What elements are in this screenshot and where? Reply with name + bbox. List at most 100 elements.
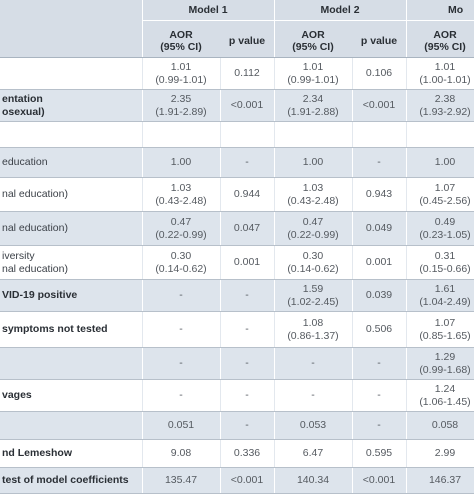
model-1-aor-cell: 1.03 (0.43-2.48) [142, 178, 220, 211]
table-row: 1.01 (0.99-1.01) 0.112 1.01 (0.99-1.01) 0.106… [0, 58, 474, 90]
m1-ci-label: (95% CI) [160, 41, 202, 53]
ci-value: (0.23-1.05) [419, 228, 471, 241]
ci-value: (0.43-2.48) [287, 194, 339, 207]
model-1-p-cell: 0.047 [220, 212, 274, 245]
aor-value: 2.38 [434, 92, 456, 105]
model-3-aor-cell: 0.31 (0.15-0.66) [406, 246, 474, 279]
model-3-aor-cell: 1.24 (1.06-1.45) [406, 380, 474, 411]
model-1-p-cell: - [220, 148, 274, 177]
aor-value: 1.59 [302, 282, 324, 295]
model-2-aor-cell: 1.01 (0.99-1.01) [274, 58, 352, 89]
model-2-p-cell: <0.001 [352, 90, 406, 121]
ci-value: (0.22-0.99) [155, 228, 207, 241]
row-label: entation osexual) [0, 90, 142, 121]
p-value: - [245, 389, 249, 401]
m2-p-header: p value [352, 26, 406, 56]
p-value: 0.506 [365, 323, 393, 335]
p-value: - [245, 323, 249, 335]
model-1-aor-cell: 1.01 (0.99-1.01) [142, 58, 220, 89]
model-1-p-cell: - [220, 312, 274, 347]
aor-value: 135.47 [164, 474, 198, 486]
m2-ci-label: (95% CI) [292, 41, 334, 53]
row-label: vages [0, 380, 142, 411]
model-3-aor-cell [406, 122, 474, 147]
ci-value: (0.99-1.01) [155, 73, 207, 86]
aor-value: 0.47 [170, 215, 192, 228]
model-1-p-cell: 0.112 [220, 58, 274, 89]
model-3-aor-cell: 2.99 [406, 440, 474, 467]
model-2-p-cell: 0.506 [352, 312, 406, 347]
row-label: symptoms not tested [0, 312, 142, 347]
model-1-aor-cell: 2.35 (1.91-2.89) [142, 90, 220, 121]
ci-value: (1.04-2.49) [419, 295, 471, 308]
model-2-p-cell: 0.039 [352, 280, 406, 311]
table-header: Model 1 Model 2 Mo AOR (95% CI) p value … [0, 0, 474, 58]
row-label-line: iversity [2, 249, 35, 262]
ci-value: (1.00-1.01) [419, 73, 471, 86]
p-value: <0.001 [362, 474, 396, 486]
model-1-p-cell: - [220, 280, 274, 311]
aor-value: 0.30 [302, 249, 324, 262]
p-value: 0.106 [365, 67, 393, 79]
ci-value: (1.93-2.92) [419, 105, 471, 118]
row-label [0, 58, 142, 89]
aor-value: 0.47 [302, 215, 324, 228]
aor-value: 0.058 [431, 419, 459, 431]
row-label [0, 122, 142, 147]
aor-value: 1.00 [170, 156, 192, 168]
table-row: vages - - - - 1.24 (1.06-1.45) [0, 380, 474, 412]
model-3-aor-cell: 1.00 [406, 148, 474, 177]
p-value: - [245, 156, 249, 168]
model-3-aor-cell: 1.07 (0.45-2.56) [406, 178, 474, 211]
row-label: VID-19 positive [0, 280, 142, 311]
model-1-p-cell [220, 122, 274, 147]
row-label-line: nal education) [2, 262, 68, 275]
model-2-aor-cell: 6.47 [274, 440, 352, 467]
aor-value: - [179, 323, 183, 335]
m1-p-label: p value [228, 35, 266, 47]
m3-aor-label: AOR [433, 29, 457, 41]
model-1-aor-cell: 9.08 [142, 440, 220, 467]
model-2-p-cell: 0.943 [352, 178, 406, 211]
m2-p-label: p value [360, 35, 398, 47]
aor-value: 1.03 [302, 181, 324, 194]
p-value: 0.112 [234, 67, 260, 79]
model-1-aor-cell: 1.00 [142, 148, 220, 177]
table-row: 0.051 - 0.053 - 0.058 [0, 412, 474, 440]
model-3-title: Mo [448, 4, 464, 16]
model-2-aor-cell: 2.34 (1.91-2.88) [274, 90, 352, 121]
model-2-aor-cell: - [274, 348, 352, 379]
model-3-aor-cell: 1.07 (0.85-1.65) [406, 312, 474, 347]
p-value: 0.047 [233, 222, 261, 234]
row-label-line: test of model coefficients [2, 474, 129, 486]
m2-aor-label: AOR [301, 29, 325, 41]
model-3-aor-cell: 1.01 (1.00-1.01) [406, 58, 474, 89]
row-label-line: nal education) [2, 188, 68, 200]
p-value: 0.336 [233, 447, 261, 459]
model-2-aor-cell: 0.30 (0.14-0.62) [274, 246, 352, 279]
p-value: - [245, 289, 249, 301]
aor-value: 2.35 [170, 92, 192, 105]
ci-value: (1.06-1.45) [419, 395, 471, 408]
ci-value: (1.91-2.88) [287, 105, 339, 118]
model-1-p-cell: 0.001 [220, 246, 274, 279]
table-row [0, 122, 474, 148]
model-2-title: Model 2 [320, 4, 360, 16]
ci-value: (0.85-1.65) [419, 329, 471, 342]
aor-value: 1.61 [434, 282, 456, 295]
ci-value: (0.99-1.01) [287, 73, 339, 86]
aor-value: 2.34 [302, 92, 324, 105]
model-2-aor-cell: 140.34 [274, 468, 352, 493]
model-2-aor-cell: 1.00 [274, 148, 352, 177]
model-1-aor-cell: 0.051 [142, 412, 220, 439]
m1-aor-header: AOR (95% CI) [142, 26, 220, 56]
ci-value: (0.22-0.99) [287, 228, 339, 241]
aor-value: 1.07 [434, 181, 456, 194]
table-row: VID-19 positive - - 1.59 (1.02-2.45) 0.039 1.6… [0, 280, 474, 312]
model-2-p-cell: - [352, 380, 406, 411]
table-row: nal education) 1.03 (0.43-2.48) 0.944 1.03 (0… [0, 178, 474, 212]
row-label: education [0, 148, 142, 177]
model-1-aor-cell: - [142, 312, 220, 347]
model-2-aor-cell: 1.03 (0.43-2.48) [274, 178, 352, 211]
aor-value: 9.08 [170, 447, 192, 459]
